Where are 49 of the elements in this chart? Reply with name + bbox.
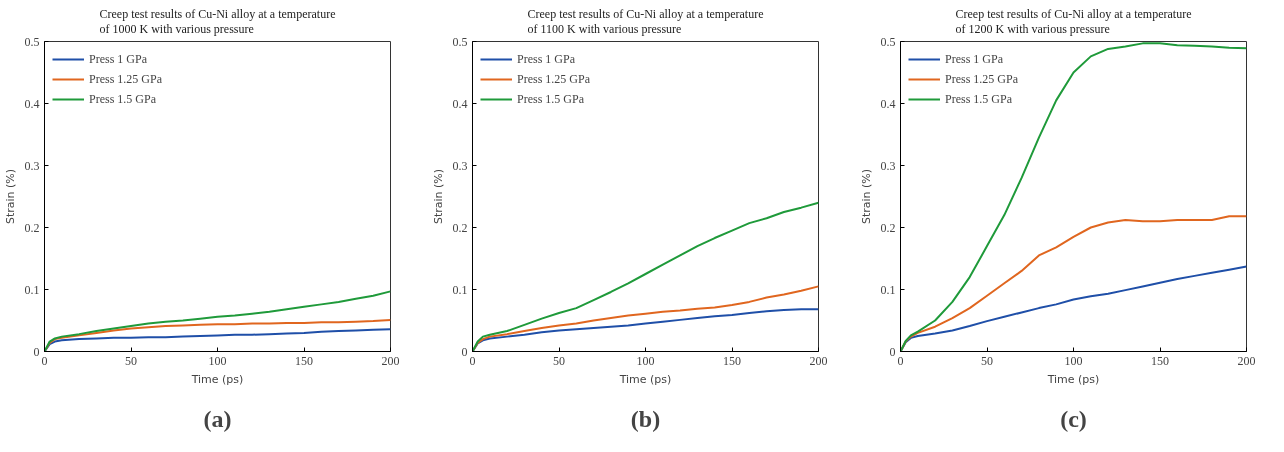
x-tick-label: 150 bbox=[1151, 353, 1169, 368]
legend-label: Press 1.5 GPa bbox=[517, 91, 585, 107]
x-tick-label: 150 bbox=[295, 353, 313, 368]
legend-label: Press 1.25 GPa bbox=[517, 71, 591, 87]
x-axis-title: Time (ps) bbox=[190, 372, 244, 386]
y-axis-title: Strain (%) bbox=[859, 168, 873, 225]
legend-label: Press 1.5 GPa bbox=[89, 91, 157, 107]
text: (b) bbox=[630, 405, 661, 432]
x-tick-label: 200 bbox=[1237, 353, 1256, 368]
x-tick-label: 50 bbox=[981, 353, 993, 368]
y-tick-label: 0.5 bbox=[880, 34, 896, 49]
y-tick-label: 0.5 bbox=[452, 34, 468, 49]
y-tick-label: 0.1 bbox=[452, 282, 468, 297]
y-tick-label: 0.3 bbox=[24, 158, 40, 173]
y-tick-label: 0.4 bbox=[24, 96, 40, 111]
x-tick-label: 100 bbox=[208, 353, 227, 368]
y-tick-label: 0.4 bbox=[452, 96, 468, 111]
legend-label: Press 1.5 GPa bbox=[945, 91, 1013, 107]
y-tick-label: 0.1 bbox=[24, 282, 40, 297]
y-tick-label: 0.2 bbox=[880, 220, 896, 235]
legend-label: Press 1 GPa bbox=[89, 51, 148, 67]
x-axis-title: Time (ps) bbox=[1046, 372, 1100, 386]
legend-label: Press 1 GPa bbox=[517, 51, 576, 67]
y-tick-label: 0.2 bbox=[24, 220, 40, 235]
line-series bbox=[900, 42, 1247, 352]
x-tick-label: 100 bbox=[636, 353, 655, 368]
chart-title: Creep test results of Cu-Ni alloy at a temperature of 1000 K with various pressure bbox=[99, 7, 336, 37]
x-axis-title: Time (ps) bbox=[618, 372, 672, 386]
y-tick-label: 0.3 bbox=[452, 158, 468, 173]
y-axis-title: Strain (%) bbox=[431, 168, 445, 225]
y-tick-label: 0.3 bbox=[880, 158, 896, 173]
chart-title: Creep test results of Cu-Ni alloy at a temperature of 1200 K with various pressure bbox=[955, 7, 1192, 37]
legend-label: Press 1 GPa bbox=[945, 51, 1004, 67]
x-tick-label: 50 bbox=[553, 353, 565, 368]
x-tick-label: 200 bbox=[381, 353, 400, 368]
y-axis-title: Strain (%) bbox=[3, 168, 17, 225]
legend-label: Press 1.25 GPa bbox=[89, 71, 163, 87]
x-tick-label: 50 bbox=[125, 353, 137, 368]
chart-title: Creep test results of Cu-Ni alloy at a temperature of 1100 K with various pressure bbox=[527, 7, 764, 37]
y-tick-label: 0.1 bbox=[880, 282, 896, 297]
legend-label: Press 1.25 GPa bbox=[945, 71, 1019, 87]
x-tick-label: 150 bbox=[723, 353, 741, 368]
y-tick-label: 0.4 bbox=[880, 96, 896, 111]
x-tick-label: 100 bbox=[1064, 353, 1083, 368]
y-tick-label: 0.5 bbox=[24, 34, 40, 49]
text: (c) bbox=[1060, 405, 1087, 432]
x-tick-label: 200 bbox=[809, 353, 828, 368]
y-tick-label: 0.2 bbox=[452, 220, 468, 235]
text: (a) bbox=[203, 405, 232, 432]
